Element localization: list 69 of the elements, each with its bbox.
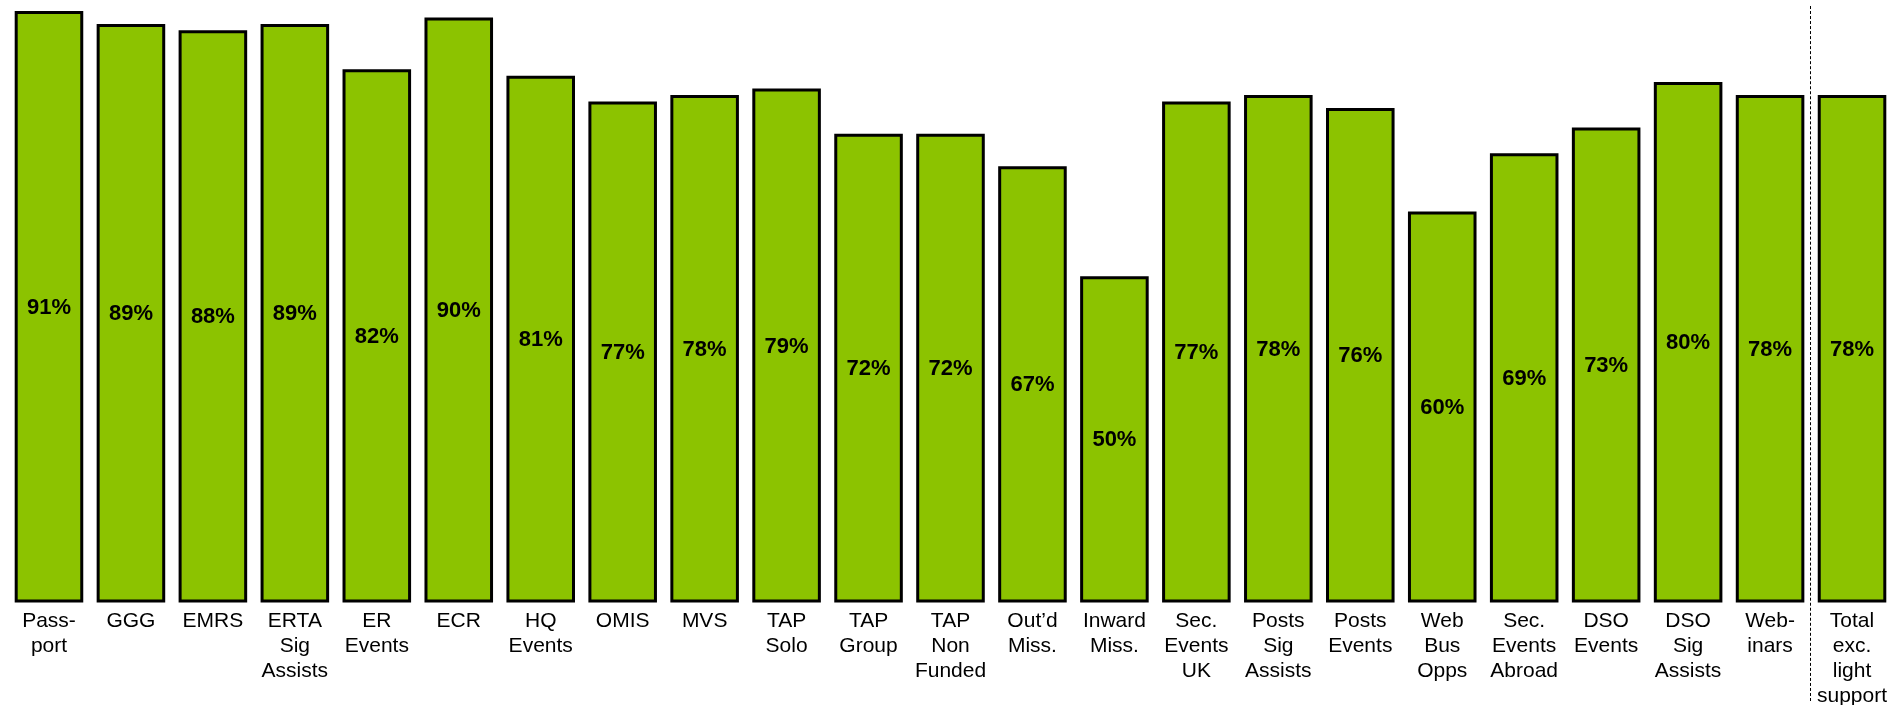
data-label: 90% — [436, 296, 481, 322]
bar — [1326, 107, 1395, 603]
data-label: 78% — [1748, 335, 1793, 361]
x-tick-label: GGG — [106, 607, 156, 631]
x-tick-label: HQ Events — [508, 607, 573, 656]
x-tick-label: Total exc. light support — [1817, 607, 1888, 706]
x-tick-label: DSO Sig Assists — [1654, 607, 1722, 681]
bar — [1407, 211, 1477, 603]
x-tick-label: Posts Sig Assists — [1245, 607, 1312, 681]
bar — [752, 88, 821, 603]
bar — [178, 30, 248, 603]
bar — [1735, 95, 1805, 603]
x-tick-label: Web Bus Opps — [1417, 607, 1468, 681]
data-label: 76% — [1338, 342, 1383, 368]
x-tick-label: TAP Solo — [765, 607, 808, 656]
x-tick-label: Inward Miss. — [1082, 607, 1146, 656]
data-label: 72% — [928, 355, 973, 381]
data-label: 89% — [108, 300, 153, 326]
x-tick-label: DSO Events — [1574, 607, 1639, 656]
bar — [998, 166, 1067, 603]
bar — [670, 95, 739, 603]
data-label: 72% — [846, 355, 891, 381]
data-label: 89% — [272, 300, 317, 326]
data-label: 78% — [1830, 335, 1875, 361]
x-tick-label: Out’d Miss. — [1007, 607, 1058, 656]
x-tick-label: EMRS — [182, 607, 244, 631]
bar — [1653, 82, 1723, 603]
x-tick-label: TAP Non Funded — [914, 607, 987, 681]
data-label: 82% — [354, 322, 399, 348]
x-tick-label: Pass- port — [22, 607, 76, 656]
x-tick-label: OMIS — [595, 607, 650, 631]
data-label: 80% — [1666, 329, 1711, 355]
data-label: 91% — [26, 293, 71, 319]
bar — [1080, 276, 1149, 603]
x-tick-label: ERTA Sig Assists — [261, 607, 329, 681]
bar — [96, 23, 166, 603]
data-label: 69% — [1502, 364, 1547, 390]
x-tick-label: ECR — [436, 607, 481, 631]
data-label: 73% — [1584, 351, 1629, 377]
bar — [14, 10, 84, 603]
data-label: 88% — [190, 303, 235, 329]
x-tick-label: Web- inars — [1745, 607, 1795, 656]
x-tick-label: Posts Events — [1328, 607, 1393, 656]
bar — [424, 17, 494, 603]
data-label: 78% — [682, 335, 727, 361]
x-tick-label: Sec. Events Abroad — [1490, 607, 1559, 681]
bar — [506, 75, 575, 603]
bar — [1489, 153, 1559, 603]
data-label: 77% — [600, 339, 645, 365]
data-label: 78% — [1256, 335, 1301, 361]
bar — [916, 133, 985, 603]
data-label: 67% — [1010, 371, 1055, 397]
bar — [1244, 95, 1313, 603]
bar — [342, 69, 412, 603]
x-tick-label: ER Events — [344, 607, 409, 656]
bar — [260, 23, 330, 603]
data-label: 79% — [764, 332, 809, 358]
data-label: 50% — [1092, 426, 1137, 452]
bar — [588, 101, 657, 603]
bar — [834, 133, 903, 603]
data-label: 60% — [1420, 393, 1465, 419]
data-label: 77% — [1174, 339, 1219, 365]
data-label: 81% — [518, 326, 563, 352]
x-tick-label: MVS — [681, 607, 728, 631]
bar — [1162, 101, 1231, 603]
bar — [1571, 127, 1641, 603]
bar — [1817, 95, 1887, 603]
x-tick-label: TAP Group — [839, 607, 898, 656]
x-tick-label: Sec. Events UK — [1164, 607, 1229, 681]
